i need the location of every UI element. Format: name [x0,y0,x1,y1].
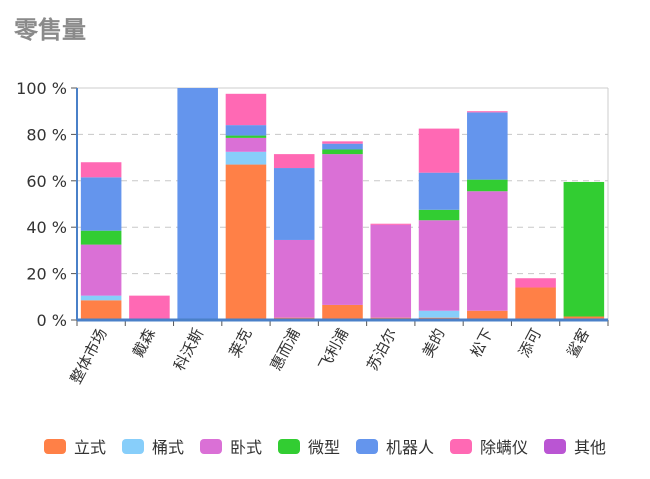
bar-segment [177,88,218,320]
bar-segment [225,151,267,165]
x-tick-label: 美的 [419,325,449,360]
bar-segment [225,137,267,152]
bar-segment [129,295,170,320]
bar-segment [467,112,508,180]
x-tick-label: 飞利浦 [315,325,352,373]
bar-segment [467,310,508,320]
bar-segment [225,93,267,126]
legend-item[interactable]: 机器人 [356,434,434,458]
bar-segment [467,111,508,113]
legend-swatch [277,438,300,454]
x-tick-label: 松下 [467,325,497,360]
x-tick-label: 添可 [515,325,545,360]
bar-segment [322,154,363,305]
y-tick-label: 60 % [26,172,67,191]
y-tick-label: 20 % [26,265,67,284]
bar-segment [273,154,315,169]
bar-segment [225,164,267,320]
legend-swatch [356,438,378,454]
legend-swatch [43,438,66,454]
bar-segment [370,223,412,225]
legend-label: 立式 [73,438,106,457]
bar-segment [467,179,508,192]
bar-segment [370,224,412,318]
x-tick-label: 苏泊尔 [363,325,400,373]
x-tick-label: 整体市场 [67,325,111,386]
legend-item[interactable]: 除螨仪 [450,434,528,458]
bar-segment [515,287,556,320]
legend-swatch [450,438,473,454]
y-tick-label: 40 % [26,218,67,237]
y-tick-label: 0 % [37,311,67,330]
bar-segment [467,191,508,311]
legend-item[interactable]: 立式 [43,434,106,458]
bar-segment [225,125,267,136]
bar-segment [80,295,122,301]
y-tick-label: 80 % [26,125,67,144]
legend-swatch [544,438,567,454]
bar-segment [563,316,605,320]
legend-item[interactable]: 卧式 [199,434,262,458]
legend-label: 机器人 [386,438,435,457]
bar-segment [273,239,315,318]
bar-segment [322,149,363,155]
y-tick-label: 100 % [16,79,67,98]
x-tick-label: 戴森 [129,325,159,360]
bar-segment [80,244,122,296]
legend-item[interactable]: 桶式 [121,434,184,458]
bar-segment [80,162,122,178]
bar-segment [418,172,460,210]
bar-segment [418,128,460,173]
bar-segment [322,141,363,144]
chart-legend: 立式 桶式 卧式 微型 机器人 除螨仪 其他 [0,434,650,458]
bar-segment [563,181,605,317]
x-tick-label: 鲨客 [563,325,593,360]
legend-swatch [121,438,144,454]
bar-segment [225,135,267,138]
bar-segment [80,300,122,320]
bar-segment [273,168,315,240]
bar-segment [418,209,460,221]
bar-segment [322,304,363,320]
legend-item[interactable]: 微型 [277,434,340,458]
bar-segment [322,143,363,150]
legend-swatch [199,438,222,454]
bar-segment [515,278,556,288]
bar-segment [80,230,122,245]
legend-label: 除螨仪 [480,438,529,457]
x-tick-label: 莱克 [226,325,256,360]
legend-label: 桶式 [151,438,184,457]
chart-title: 零售量 [14,16,86,44]
legend-label: 卧式 [229,438,262,457]
bar-segment [418,310,460,318]
x-tick-label: 惠而浦 [267,325,304,373]
bar-segment [80,177,122,231]
x-tick-label: 科沃斯 [170,325,207,373]
bar-segment [418,220,460,311]
legend-item[interactable]: 其他 [544,434,606,458]
legend-label: 微型 [307,438,340,457]
legend-label: 其他 [574,438,607,457]
